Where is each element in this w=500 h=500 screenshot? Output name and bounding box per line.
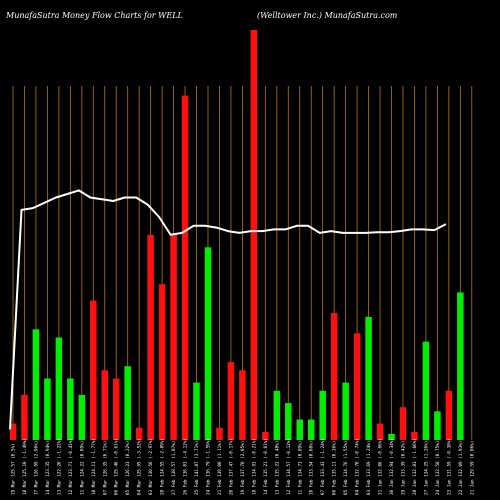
bar-up <box>365 317 372 440</box>
bar-up <box>342 382 349 440</box>
bar-down <box>445 390 453 440</box>
bar-down <box>158 284 166 440</box>
x-tick-label: 11 Feb 134.73 (0.89%) <box>297 441 303 495</box>
bar-down <box>411 431 418 440</box>
bar-up <box>296 419 303 440</box>
bar-down <box>147 235 154 440</box>
x-tick-labels: 19 Mar 125.57 (0.5%) 18 Mar 125.10 (-1.49… <box>11 438 476 495</box>
bar-down <box>21 394 28 440</box>
x-tick-label: 18 Mar 125.10 (-1.49%) <box>22 438 28 495</box>
x-tick-label: 21 Feb 139.00 (1.11%) <box>217 441 223 495</box>
bar-down <box>181 95 189 440</box>
bar-down <box>9 423 17 440</box>
x-tick-label: 06 Mar 125.46 (-0.61%) <box>114 438 120 495</box>
bar-down <box>250 30 258 440</box>
bar-down <box>376 423 384 440</box>
x-tick-label: 10 Mar 124.11 (-1.77%) <box>91 438 97 495</box>
x-tick-label: 03 Feb 133.69 (1.24%) <box>366 441 372 495</box>
x-tick-label: 04 Feb 132.70 (-0.74%) <box>355 438 361 495</box>
bar-down <box>227 362 235 440</box>
bar-up <box>307 419 315 440</box>
x-tick-label: 19 Mar 125.57 (0.5%) <box>11 443 17 495</box>
x-tick-label: 13 Mar 122.20 (-1.22%) <box>56 438 62 495</box>
bar-up <box>457 292 464 440</box>
x-tick-label: 14 Mar 123.35 (0.94%) <box>45 441 51 495</box>
bar-up <box>388 433 395 440</box>
bar-up <box>78 394 86 440</box>
header-right-title: (Welltower Inc.) MunafaSutra.com <box>257 11 398 20</box>
bar-up <box>44 378 51 440</box>
bar-down <box>399 407 407 440</box>
line-series <box>9 189 447 430</box>
x-tick-label: 11 Mar 124.22 (0.09%) <box>79 441 85 495</box>
bar-up <box>273 390 281 440</box>
x-tick-label: 17 Mar 126.99 (2.96%) <box>33 441 39 495</box>
x-tick-label: 25 Feb 141.87 (3.71%) <box>194 441 200 495</box>
x-tick-label: 19 Feb 137.70 (2.05%) <box>240 441 246 495</box>
x-tick-label: 28 Feb 134.55 (-2.89%) <box>160 438 166 495</box>
x-tick-label: 12 Mar 123.71 (-0.41%) <box>68 438 74 495</box>
bar-up <box>55 337 63 440</box>
money-flow-line <box>9 189 447 430</box>
x-tick-label: 24 Jan 132.58 (0.75%) <box>435 441 441 495</box>
bar-series <box>9 30 464 440</box>
bar-down <box>262 431 269 440</box>
x-tick-label: 18 Feb 134.93 (-0.21%) <box>251 438 257 495</box>
x-tick-label: 12 Feb 134.57 (-0.12%) <box>286 438 292 495</box>
bar-up <box>285 403 292 440</box>
bar-up <box>67 378 74 440</box>
bar-up <box>204 247 212 440</box>
x-tick-label: 14 Feb 135.21 (-0.01%) <box>263 438 269 495</box>
bar-down <box>170 235 177 440</box>
x-tick-label: 24 Feb 136.79 (-1.59%) <box>205 438 211 495</box>
x-tick-label: 31 Jan 132.06 (-0.66%) <box>378 438 384 495</box>
bar-down <box>135 427 143 440</box>
x-tick-label: 13 Feb 135.22 (0.48%) <box>274 441 280 495</box>
x-tick-label: 27 Jan 134.25 (1.26%) <box>423 441 429 495</box>
x-tick-label: 22 Jan 132.09 (1.93%) <box>458 441 464 495</box>
x-tick-label: 30 Jan 132.94 (-0.34%) <box>389 438 395 495</box>
x-tick-label: 23 Jan 131.59 (-0.38%) <box>446 438 452 495</box>
bar-up <box>193 382 200 440</box>
bar-down <box>90 300 97 440</box>
x-tick-label: 28 Jan 132.83 (-1.06%) <box>412 438 418 495</box>
x-tick-label: 20 Feb 137.47 (-0.17%) <box>228 438 234 495</box>
bar-down <box>239 370 246 440</box>
x-tick-label: 04 Mar 125.95 (-3.52%) <box>137 438 143 495</box>
x-tick-label: 07 Feb 133.43 (-1.24%) <box>320 438 326 495</box>
bar-up <box>319 390 326 440</box>
bar-up <box>124 366 131 440</box>
bar-down <box>216 427 223 440</box>
header-left-title: MunafaSutra Money Flow Charts for WELL <box>5 11 183 20</box>
x-tick-label: 29 Jan 133.39 (0.42%) <box>400 441 406 495</box>
x-tick-label: 07 Mar 126.35 (0.71%) <box>102 441 108 495</box>
bar-down <box>353 333 361 440</box>
bar-up <box>422 341 430 440</box>
x-tick-label: 06 Feb 135.11 (0.26%) <box>332 441 338 495</box>
bar-up <box>32 329 40 440</box>
x-tick-label: 21 Jan 129.59 (0.06%) <box>469 441 475 495</box>
x-tick-label: 05 Feb 134.76 (1.55%) <box>343 441 349 495</box>
x-tick-label: 10 Feb 133.54 (0.08%) <box>309 441 315 495</box>
bar-down <box>330 312 338 440</box>
x-tick-label: 03 Mar 130.56 (-2.97%) <box>148 438 154 495</box>
x-tick-label: 27 Feb 138.57 (1.87%) <box>171 441 177 495</box>
bar-up <box>434 411 441 440</box>
x-tick-label: 05 Mar 126.23 (0.22%) <box>125 441 131 495</box>
bar-down <box>112 378 120 440</box>
x-tick-label: 26 Feb 136.03 (-4.12%) <box>183 438 189 495</box>
bar-down <box>101 370 109 440</box>
